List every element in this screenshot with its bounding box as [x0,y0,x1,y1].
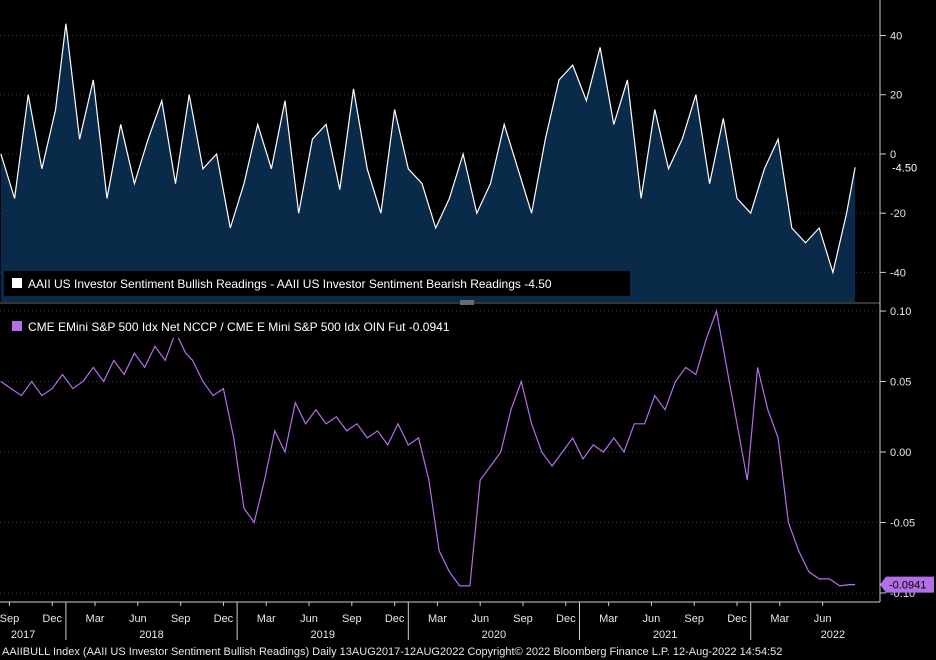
xtick-month-4: Sep [171,613,191,625]
bottom-last-value-badge: -0.0941 [880,576,934,593]
xtick-month-8: Sep [342,613,362,625]
top-legend-bg [4,271,630,296]
top-line-series [0,23,856,275]
xtick-month-1: Dec [42,613,62,625]
xtick-year-5: 2022 [821,629,845,641]
top-y-axis: -40 -20 0 20 40 [880,31,906,279]
ytick-label-1-2: 0.00 [890,447,911,459]
xtick-month-9: Dec [385,613,405,625]
bottom-legend-swatch [12,321,22,331]
xtick-month-15: Jun [643,613,661,625]
ytick-label-0-0: -40 [890,267,906,279]
footer-text: AAIIBULL Index (AAII US Investor Sentime… [2,646,782,658]
xtick-year-0: 2017 [11,629,35,641]
top-last-value-badge: -4.50 [880,159,932,176]
top-last-value-box [880,159,932,176]
xtick-month-7: Jun [300,613,318,625]
ytick-label-1-3: 0.05 [890,377,911,389]
bottom-panel: -0.10-0.050.000.050.10 CME EMini S&P 500… [0,306,934,600]
ytick-label-1-4: 0.10 [890,306,911,318]
xtick-month-17: Dec [727,613,747,625]
ytick-label-1-1: -0.05 [890,517,915,529]
top-area-series [0,23,856,302]
bottom-gridlines [0,310,880,594]
bottom-last-value-label: -0.0941 [889,580,926,592]
xtick-month-14: Mar [599,613,618,625]
xtick-month-2: Mar [86,613,105,625]
top-panel: -40 -20 0 20 40 AAII US Investor Sentiment B… [0,23,932,302]
bottom-y-axis: -0.10-0.050.000.050.10 [880,306,915,600]
xtick-year-4: 2021 [653,629,677,641]
top-legend-label: AAII US Investor Sentiment Bullish Readi… [28,277,552,291]
x-axis: Sep Dec Mar Jun Sep Dec Mar Jun Sep Dec Mar Jun Sep D… [0,601,880,641]
xtick-year-2: 2019 [310,629,334,641]
xtick-month-12: Sep [513,613,533,625]
xtick-year-1: 2018 [139,629,163,641]
bottom-line-series [0,308,856,587]
bottom-last-value-box [880,576,934,593]
bottom-legend-bg [4,316,492,338]
xtick-month-3: Jun [129,613,147,625]
xtick-month-18: Mar [770,613,789,625]
xtick-month-11: Jun [471,613,489,625]
xtick-month-19: Jun [814,613,832,625]
xtick-month-16: Sep [684,613,704,625]
top-legend-swatch [12,278,22,288]
ytick-label-0-1: -20 [890,208,906,220]
top-legend: AAII US Investor Sentiment Bullish Readi… [4,271,630,296]
xtick-month-5: Dec [214,613,234,625]
xtick-month-0: Sep [0,613,19,625]
ytick-label-0-3: 20 [890,90,902,102]
xtick-month-6: Mar [257,613,276,625]
xtick-year-3: 2020 [482,629,506,641]
xtick-month-10: Mar [428,613,447,625]
panel-divider-handle[interactable] [460,300,474,305]
ytick-label-0-4: 40 [890,31,902,43]
bottom-legend-label: CME EMini S&P 500 Idx Net NCCP / CME E M… [28,320,450,334]
ytick-label-0-2: 0 [890,149,896,161]
bottom-legend: CME EMini S&P 500 Idx Net NCCP / CME E M… [4,316,492,338]
xtick-month-13: Dec [556,613,576,625]
top-last-value-label: -4.50 [892,162,917,174]
